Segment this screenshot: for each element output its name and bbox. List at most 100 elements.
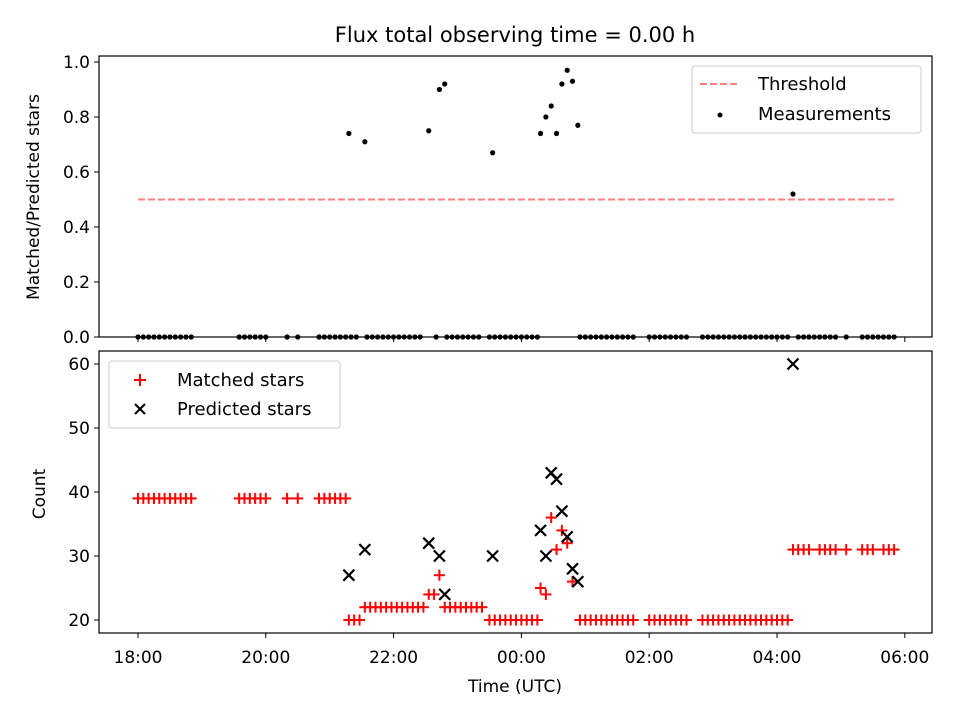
top-legend: Threshold Measurements [691, 65, 922, 134]
predicted-star-stroke-b [486, 549, 499, 563]
predicted-star-point [566, 562, 579, 576]
top-title: Flux total observing time = 0.00 h [335, 23, 695, 47]
legend-measurements-label: Measurements [758, 104, 891, 125]
measurement-point [548, 103, 554, 109]
matched-star-point [417, 601, 429, 613]
measurement-point [362, 139, 368, 145]
legend-predicted-label: Predicted stars [177, 399, 311, 420]
matched-star-point [476, 601, 488, 613]
predicted-star-point [342, 568, 356, 582]
matched-star-point [545, 512, 557, 524]
top-ytick-label: 0.2 [63, 273, 90, 293]
bottom-yticks: 20 30 40 50 60 [68, 355, 99, 631]
top-plot-frame [98, 55, 933, 338]
measurement-point [553, 130, 560, 137]
predicted-star-stroke-b [550, 472, 563, 486]
matched-star-point [680, 614, 692, 626]
predicted-star-stroke-b [433, 549, 446, 563]
predicted-star-stroke-b [571, 575, 585, 588]
top-ytick-label: 0.0 [63, 328, 90, 348]
matched-stars-points [132, 492, 900, 626]
bottom-xtick-label: 06:00 [880, 648, 929, 668]
bottom-xlabel: Time (UTC) [467, 677, 562, 697]
measurement-point [559, 81, 565, 87]
top-legend-frame [691, 65, 922, 134]
bottom-ytick-label: 50 [68, 419, 90, 439]
bottom-xtick-label: 18:00 [114, 648, 163, 668]
predicted-star-stroke-b [422, 536, 436, 550]
bottom-xtick-label: 22:00 [369, 648, 418, 668]
measurement-point [569, 78, 576, 84]
bottom-ytick-label: 60 [68, 355, 90, 375]
matched-star-point [888, 544, 900, 556]
predicted-star-point [786, 357, 800, 371]
predicted-star-point [422, 536, 436, 550]
predicted-star-point [433, 549, 446, 563]
bottom-plot-frame [98, 350, 933, 634]
predicted-star-stroke-b [566, 562, 579, 576]
bottom-legend: Matched stars Predicted stars [108, 360, 341, 429]
top-ylabel: Matched/Predicted stars [24, 94, 44, 300]
predicted-star-stroke-b [438, 588, 451, 601]
matched-star-point [340, 492, 352, 504]
measurement-point [426, 128, 432, 134]
bottom-ytick-label: 40 [68, 483, 90, 503]
predicted-star-stroke-b [358, 543, 372, 556]
matched-star-point [840, 544, 852, 556]
predicted-star-stroke-b [560, 530, 574, 544]
legend-matched-swatch [134, 374, 146, 386]
matched-star-point [281, 492, 293, 504]
predicted-star-point [539, 549, 553, 563]
predicted-star-stroke-b [555, 504, 569, 518]
bottom-ytick-label: 20 [68, 611, 90, 631]
measurement-point [346, 130, 352, 137]
matched-star-point [292, 492, 304, 504]
bottom-legend-frame [108, 360, 341, 429]
bottom-ytick-label: 30 [68, 547, 90, 567]
predicted-star-point [486, 549, 499, 563]
matched-star-point [782, 614, 794, 626]
legend-measurements-swatch [717, 112, 723, 118]
predicted-star-stroke-b [539, 549, 553, 563]
predicted-star-stroke-b [342, 568, 356, 582]
measurement-point [564, 67, 570, 73]
predicted-star-point [571, 575, 585, 588]
predicted-star-point [358, 543, 372, 556]
matched-star-point [867, 544, 879, 556]
measurement-point [436, 86, 442, 93]
predicted-star-point [560, 530, 574, 544]
legend-threshold-label: Threshold [757, 74, 847, 95]
matched-star-point [567, 576, 579, 588]
matched-star-point [627, 614, 639, 626]
predicted-star-stroke-b [544, 466, 558, 480]
measurement-point [790, 191, 796, 197]
top-ytick-label: 0.8 [63, 108, 90, 128]
matched-star-point [535, 582, 547, 594]
legend-matched-label: Matched stars [177, 370, 304, 391]
matched-star-point [830, 544, 842, 556]
matched-star-point [185, 492, 197, 504]
bottom-xtick-label: 04:00 [753, 648, 802, 668]
matched-star-point [354, 614, 366, 626]
bottom-ylabel: Count [30, 468, 50, 519]
predicted-star-point [438, 588, 451, 601]
top-ytick-label: 0.6 [63, 163, 90, 183]
matched-star-point [551, 544, 563, 556]
measurement-point [543, 114, 549, 120]
matched-star-point [556, 524, 568, 536]
bottom-xticks: 18:00 20:00 22:00 00:00 02:00 04:00 06:00 [114, 633, 929, 668]
predicted-star-stroke-b [534, 524, 547, 537]
top-ytick-label: 0.4 [63, 218, 90, 238]
legend-predicted-swatch [134, 403, 146, 415]
matched-star-point [428, 588, 440, 600]
predicted-star-point [550, 472, 563, 486]
matched-star-point [540, 588, 552, 600]
bottom-xtick-label: 00:00 [497, 648, 546, 668]
top-ytick-label: 1.0 [63, 53, 90, 73]
measurement-point [442, 81, 448, 87]
matched-star-point [561, 537, 573, 549]
predicted-stars-points [342, 357, 800, 601]
measurement-point [490, 150, 496, 156]
matched-star-point [433, 569, 445, 581]
